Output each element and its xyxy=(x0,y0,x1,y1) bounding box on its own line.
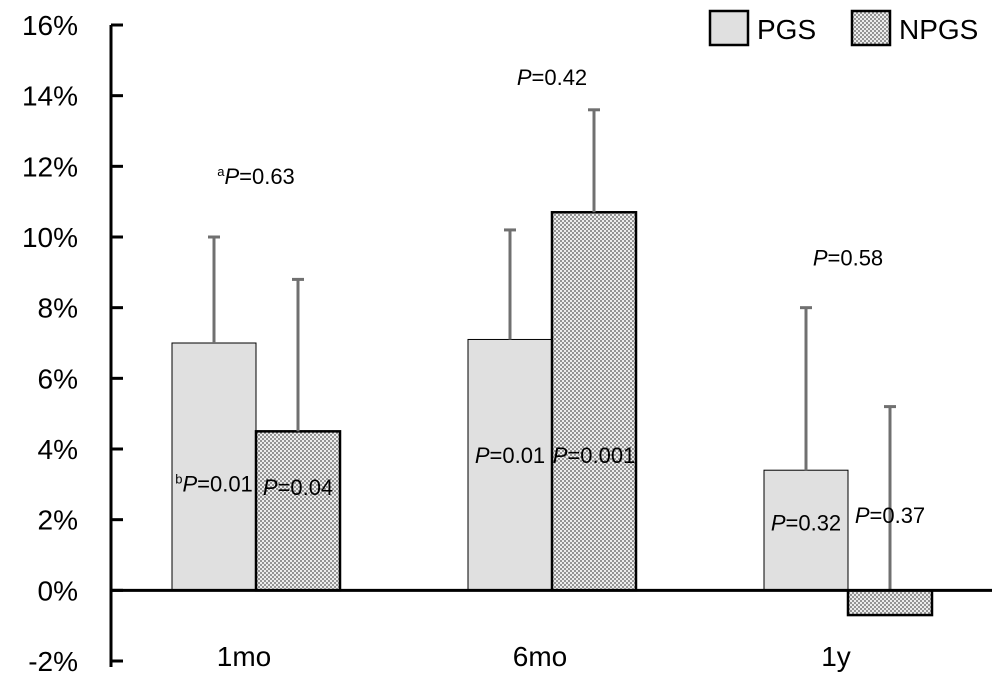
legend-label-npgs: NPGS xyxy=(899,14,978,45)
y-tick-label: 4% xyxy=(38,434,78,465)
p-value-annotation: bP=0.01 xyxy=(175,471,253,496)
y-tick-label: 0% xyxy=(38,575,78,606)
p-value-annotation: P=0.32 xyxy=(771,510,841,535)
bar-pgs-6mo xyxy=(467,338,553,591)
y-tick-label: 12% xyxy=(22,151,78,182)
error-bars-layer xyxy=(208,108,896,591)
p-value-annotation: aP=0.63 xyxy=(217,164,295,189)
bar-pgs-1mo xyxy=(171,342,257,591)
annotations-layer: aP=0.63 bP=0.01 P=0.04 P=0.42 P=0.01 P=0.001 P… xyxy=(175,65,925,535)
y-tick-label: 6% xyxy=(38,363,78,394)
p-value-annotation: P=0.37 xyxy=(855,503,925,528)
y-ticks-layer: -2% 0% 2% 4% 6% 8% 10% 12% 14% 16% xyxy=(22,10,123,677)
y-tick-label: -2% xyxy=(28,646,78,677)
p-value-annotation: P=0.58 xyxy=(813,245,883,270)
p-value-annotation: P=0.04 xyxy=(263,475,333,500)
y-tick-label: 8% xyxy=(38,293,78,324)
bar-npgs-1mo xyxy=(254,430,342,592)
y-tick-label: 14% xyxy=(22,81,78,112)
legend-swatch-pgs xyxy=(708,9,750,47)
p-value-annotation: P=0.01 xyxy=(475,443,545,468)
bars-layer xyxy=(171,211,934,617)
p-value-annotation: P=0.001 xyxy=(553,443,636,468)
legend-swatch-npgs xyxy=(850,9,892,47)
x-category-label: 1mo xyxy=(217,641,271,672)
x-category-label: 6mo xyxy=(513,641,567,672)
axes-layer xyxy=(109,25,992,667)
legend: PGS NPGS xyxy=(708,9,978,47)
bar-pgs-1y xyxy=(763,469,849,591)
y-tick-label: 16% xyxy=(22,10,78,41)
y-tick-label: 10% xyxy=(22,222,78,253)
legend-label-pgs: PGS xyxy=(757,14,816,45)
bar-npgs-1y xyxy=(846,589,934,617)
x-labels-layer: 1mo 6mo 1y xyxy=(217,641,851,672)
bar-npgs-6mo xyxy=(550,211,638,592)
x-category-label: 1y xyxy=(821,641,851,672)
p-value-annotation: P=0.42 xyxy=(517,65,587,90)
y-tick-label: 2% xyxy=(38,505,78,536)
